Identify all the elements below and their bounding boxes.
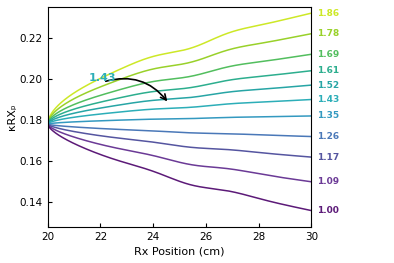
Y-axis label: κRXₚ: κRXₚ: [7, 104, 17, 130]
Text: 1.52: 1.52: [317, 81, 339, 90]
Text: 1.09: 1.09: [317, 177, 339, 186]
Text: 1.61: 1.61: [317, 66, 339, 75]
Text: 1.86: 1.86: [317, 9, 339, 18]
Text: 1.78: 1.78: [317, 29, 339, 38]
Text: 1.17: 1.17: [317, 153, 339, 161]
Text: 1.43: 1.43: [89, 73, 116, 83]
Text: 1.43: 1.43: [317, 95, 339, 104]
Text: 1.00: 1.00: [317, 206, 338, 215]
Text: 1.26: 1.26: [317, 132, 339, 141]
Text: 1.69: 1.69: [317, 50, 339, 59]
X-axis label: Rx Position (cm): Rx Position (cm): [134, 246, 225, 256]
Text: 1.35: 1.35: [317, 112, 339, 120]
